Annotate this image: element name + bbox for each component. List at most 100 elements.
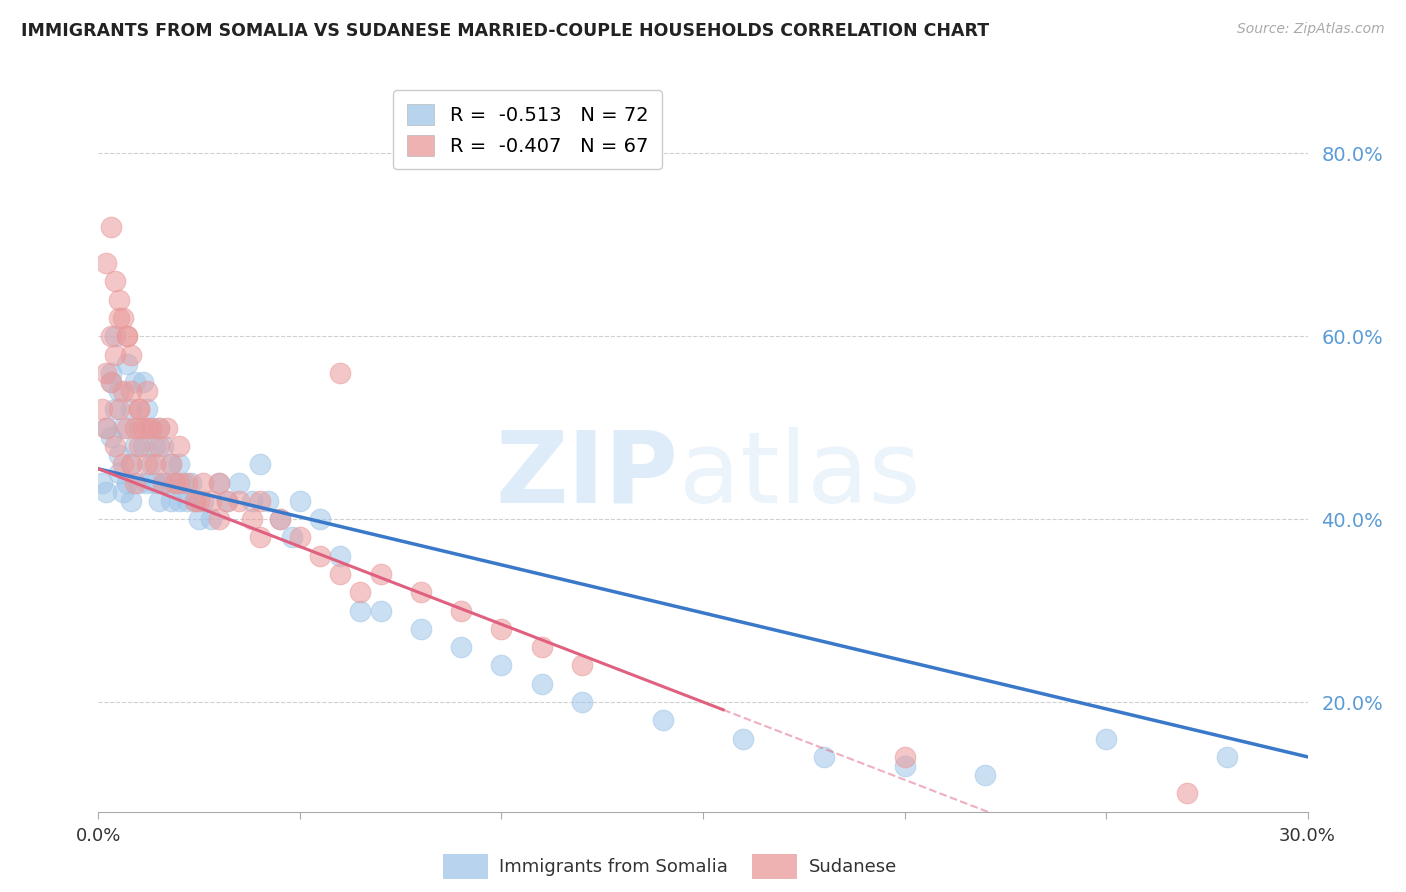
Point (329, 567, 352, 582)
Point (152, 475, 174, 490)
Point (571, 658, 593, 673)
Point (100, 430, 122, 444)
Point (120, 494, 142, 508)
Point (156, 475, 179, 490)
Point (217, 494, 239, 508)
Point (370, 567, 392, 582)
Point (193, 475, 215, 490)
Text: Immigrants from Somalia: Immigrants from Somalia (499, 858, 728, 876)
Point (256, 494, 278, 508)
Point (160, 494, 183, 508)
Point (139, 457, 162, 471)
Point (107, 467, 129, 481)
Legend: R =  -0.513   N = 72, R =  -0.407   N = 67: R = -0.513 N = 72, R = -0.407 N = 67 (394, 90, 662, 169)
Point (120, 402, 142, 417)
Point (530, 676, 553, 690)
Point (152, 439, 174, 453)
Point (107, 402, 129, 417)
Point (143, 439, 166, 453)
Point (148, 421, 170, 435)
Point (208, 475, 231, 490)
Point (167, 494, 190, 508)
Point (193, 494, 215, 508)
Point (349, 603, 371, 617)
Point (139, 421, 162, 435)
FancyBboxPatch shape (432, 848, 499, 884)
Point (120, 457, 142, 471)
Point (115, 475, 138, 490)
Text: Sudanese: Sudanese (808, 858, 897, 876)
Point (571, 695, 593, 709)
Point (107, 293, 129, 307)
Point (1216, 749, 1239, 764)
Point (188, 494, 211, 508)
Point (208, 475, 231, 490)
Point (167, 439, 190, 453)
Point (103, 439, 125, 453)
Text: ZIP: ZIP (496, 426, 679, 524)
Point (128, 402, 150, 417)
Point (163, 475, 186, 490)
Point (100, 329, 122, 343)
FancyBboxPatch shape (741, 848, 808, 884)
Point (124, 375, 146, 389)
Point (530, 640, 553, 655)
Point (107, 448, 129, 462)
Point (115, 329, 138, 343)
Point (1175, 787, 1198, 801)
Point (228, 494, 250, 508)
Point (135, 384, 157, 398)
Point (491, 622, 513, 636)
Point (128, 402, 150, 417)
Point (111, 484, 134, 499)
Text: Source: ZipAtlas.com: Source: ZipAtlas.com (1237, 22, 1385, 37)
Point (91, 402, 114, 417)
Point (651, 714, 673, 728)
Point (96, 366, 118, 380)
Point (163, 475, 186, 490)
Point (120, 384, 142, 398)
Point (135, 402, 157, 417)
Point (249, 494, 271, 508)
Point (329, 549, 352, 563)
Point (120, 457, 142, 471)
Point (124, 475, 146, 490)
Point (160, 457, 183, 471)
Point (103, 329, 125, 343)
Point (409, 622, 432, 636)
Point (217, 494, 239, 508)
Point (111, 457, 134, 471)
Point (893, 749, 915, 764)
Point (135, 421, 157, 435)
Point (100, 366, 122, 380)
Point (309, 549, 332, 563)
Point (450, 640, 472, 655)
Point (111, 311, 134, 326)
Point (349, 585, 371, 599)
Point (100, 375, 122, 389)
Point (176, 475, 198, 490)
Point (128, 439, 150, 453)
Point (288, 530, 311, 544)
Point (370, 603, 392, 617)
Point (132, 439, 155, 453)
Point (103, 348, 125, 362)
Point (115, 329, 138, 343)
Point (1095, 731, 1118, 746)
Point (132, 375, 155, 389)
Point (269, 512, 291, 526)
Point (240, 512, 263, 526)
Point (107, 384, 129, 398)
Point (91, 475, 114, 490)
Point (111, 421, 134, 435)
Point (813, 749, 835, 764)
Point (269, 512, 291, 526)
Point (96, 421, 118, 435)
Point (184, 494, 207, 508)
Point (135, 475, 157, 490)
Point (288, 494, 311, 508)
Point (135, 457, 157, 471)
Point (200, 512, 222, 526)
Point (148, 494, 170, 508)
Point (96, 256, 118, 270)
